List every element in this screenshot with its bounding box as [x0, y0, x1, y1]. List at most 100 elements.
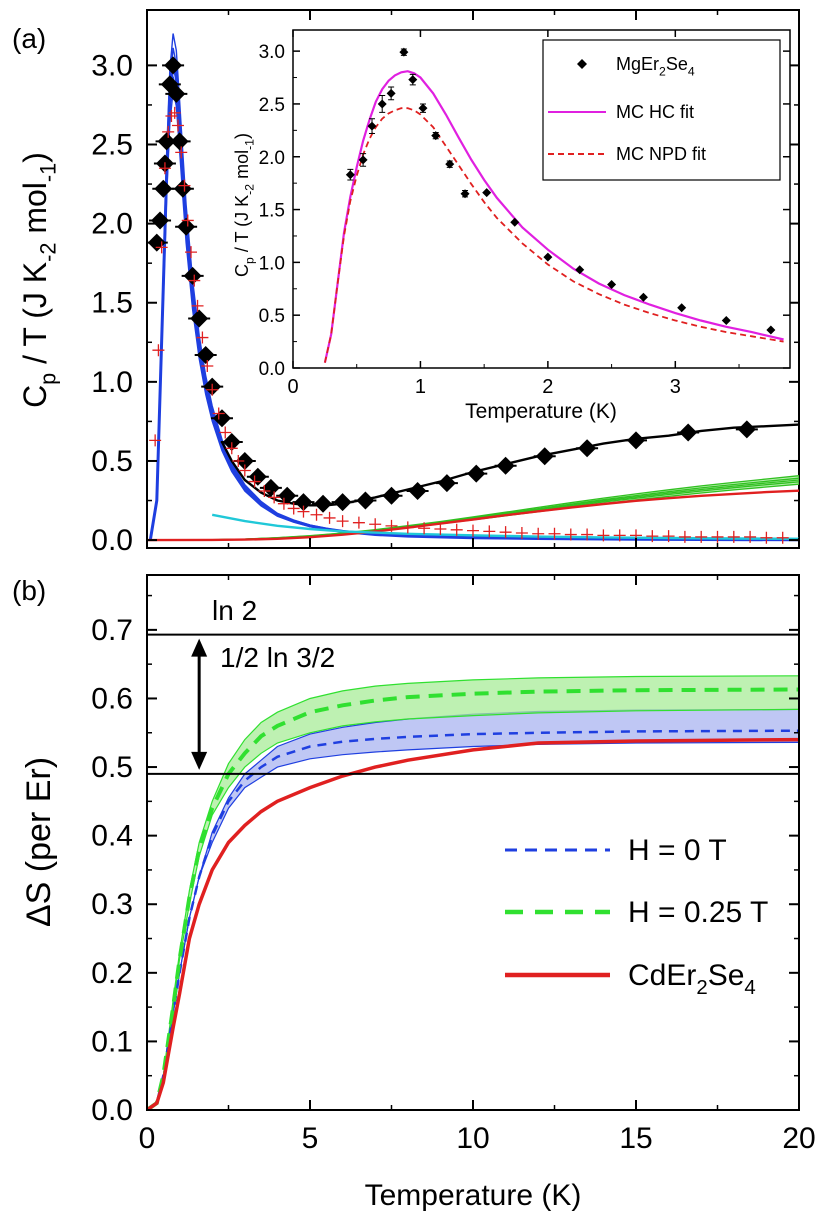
inset-ytitle-text-part: p — [242, 257, 256, 264]
a-ytick-label: 1.0 — [91, 366, 133, 399]
a-ytitle-group: Cp / T (J K-2 mol-1) — [17, 152, 61, 408]
inset-y-title: Cp / T (J K-2 mol-1) — [232, 133, 256, 277]
series-cder2se4-data-point — [225, 442, 238, 455]
series-cder2se4-data-point — [581, 528, 594, 541]
series-cder2se4-data-point — [483, 525, 496, 538]
inset-mc-hc-fit-line — [323, 70, 784, 363]
inset-ytitle-group: Cp / T (J K-2 mol-1) — [232, 133, 256, 277]
b-legend-label: CdEr2Se4 — [628, 959, 756, 999]
inset-point — [345, 170, 355, 180]
b-legend-label-part: 2 — [696, 977, 707, 999]
inset-legend: MgEr2Se4 MC HC fit MC NPD fit — [548, 54, 706, 164]
series-h-0-t-data-point — [437, 474, 456, 493]
inset-xtick-label: 3 — [670, 376, 681, 398]
series-cder2se4-data-point — [336, 515, 349, 528]
series-cder2se4-data-point — [678, 530, 691, 543]
ln2-label: ln 2 — [212, 595, 257, 626]
series-cder2se4-data-point — [248, 475, 261, 488]
series-cder2se4-data-point — [162, 125, 175, 138]
series-cder2se4-data-point — [175, 146, 188, 159]
series-cder2se4-data-point — [168, 106, 181, 119]
series-cder2se4-data-point — [155, 241, 168, 254]
inset-ytick-label: 3.0 — [259, 42, 285, 63]
series-h-0-t-data-point — [235, 451, 254, 470]
series-h-0-t-data-point — [382, 486, 401, 505]
series-h-0-t-data-point — [535, 447, 554, 466]
series-cder2se4-data-point — [369, 518, 382, 531]
a-ytick-label: 0.0 — [91, 524, 133, 557]
series-cder2se4-data-point — [532, 527, 545, 540]
series-h-0-t-data-point — [183, 266, 202, 285]
series-h-0-t-data-point — [177, 217, 196, 236]
b-ytick-label: 0.2 — [91, 957, 133, 990]
inset-legend-marker — [577, 59, 587, 69]
inset-point — [575, 265, 585, 275]
series-h-0-t-data-point — [578, 439, 597, 458]
inset-legend-label-part: MC HC fit — [616, 102, 694, 122]
b-legend-label-part: H = 0.25 T — [628, 896, 768, 929]
series-cder2se4-data-point — [760, 531, 773, 544]
series-cder2se4-data-point — [597, 529, 610, 542]
inset-ytick-label: 0.0 — [259, 359, 285, 380]
panel-a-y-ticks: 0.0 0.5 1.0 1.5 2.0 2.5 3.0 — [91, 10, 800, 557]
inset-legend-label: MgEr2Se4 — [616, 54, 695, 78]
inset-point — [408, 75, 418, 85]
inset-legend-label-part: MC NPD fit — [616, 144, 706, 164]
series-cder2se4-data-point — [727, 530, 740, 543]
inset-ytitle-text-part: C — [232, 264, 252, 277]
panel-a-y-title: Cp / T (J K-2 mol-1) — [17, 152, 61, 408]
inset-legend-label: MC HC fit — [616, 102, 694, 122]
a-ytick-label: 3.0 — [91, 49, 133, 82]
inset-data — [323, 47, 784, 363]
panel-b-data — [147, 633, 799, 1110]
inset-xtick-label: 1 — [415, 376, 426, 398]
inset-point — [399, 47, 409, 57]
inset-ytick-label: 1.0 — [259, 253, 285, 274]
panel-b-ticks: 0.0 0.1 0.2 0.3 0.4 0.5 0.6 0.7 0 5 10 15 20 — [91, 575, 816, 1155]
series-phonon-cder2se4--line — [147, 489, 799, 542]
series-cder2se4-data-point — [158, 162, 171, 175]
a-ytitle-text-part: ) — [17, 152, 53, 163]
series-h-0-t-data-point — [333, 493, 352, 512]
b-xtick-label: 0 — [139, 1122, 156, 1155]
inset-mc-npd-fit-line — [324, 107, 784, 363]
series-cder2se4-data-point — [385, 519, 398, 532]
series-cder2se4-data-point — [191, 299, 204, 312]
series-cder2se4-data-point — [515, 526, 528, 539]
series-cder2se4-data-point — [219, 426, 232, 439]
series-cder2se4-data-point — [165, 110, 178, 123]
series-cder2se4-data-point — [297, 505, 310, 518]
inset-legend-label-part: Se — [666, 54, 688, 74]
a-ytitle-text-part: p — [36, 373, 61, 385]
a-ytick-label: 2.5 — [91, 129, 133, 162]
inset-point — [482, 188, 492, 198]
series-cder2se4-data-point — [287, 502, 300, 515]
b-ytick-label: 0.6 — [91, 682, 133, 715]
series-cder2se4-data-point — [268, 491, 281, 504]
inset-point — [386, 88, 396, 98]
b-ytick-label: 0.5 — [91, 751, 133, 784]
series-h-0-t-data-point — [314, 494, 333, 513]
series-h-0-t-data-point — [196, 345, 215, 364]
b-legend-label-part: 4 — [744, 977, 755, 999]
panel-a: (a) 0.0 0.5 1.0 1.5 2.0 2.5 3.0 Cp / T (J K-2 … — [12, 9, 800, 557]
inset-point — [431, 131, 441, 141]
inset-ticks: 0.0 0.5 1.0 1.5 2.0 2.5 3.0 0 1 2 3 — [259, 30, 790, 398]
inset-legend-label: MC NPD fit — [616, 144, 706, 164]
inset-point — [460, 189, 470, 199]
series-h-0-t-data-point — [164, 56, 183, 75]
series-h-0-t-data-point — [157, 132, 176, 151]
series-cder2se4-data-point — [499, 526, 512, 539]
series-h-0-t-data-point — [627, 431, 645, 450]
series-cder2se4-data-point — [776, 531, 789, 544]
inset-point — [367, 121, 377, 131]
b-legend-label-part: CdEr — [628, 959, 696, 992]
inset-legend-label-part: MgEr — [616, 54, 659, 74]
inset-point — [766, 325, 776, 335]
inset-xtick-label: 0 — [287, 376, 298, 398]
series-h-0-t-data-point — [248, 467, 267, 486]
series-cder2se4-data-point — [238, 464, 251, 477]
series-h-0-t-data-point — [173, 179, 192, 198]
inset-ytick-label: 2.0 — [259, 148, 285, 169]
